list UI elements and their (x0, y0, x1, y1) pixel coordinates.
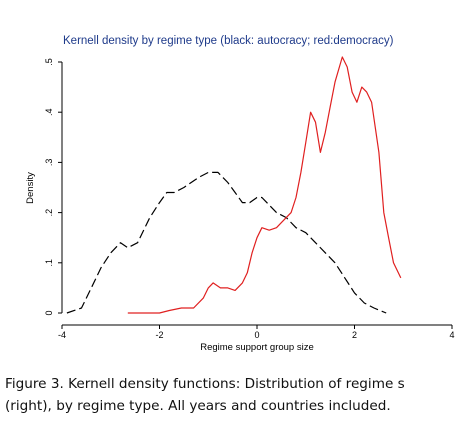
series-line-0 (66, 171, 387, 314)
caption-line-1: Figure 3. Kernell density functions: Dis… (5, 373, 465, 395)
y-tick-label: .5 (44, 58, 54, 66)
x-axis-label: Regime support group size (200, 342, 314, 353)
y-axis-ticks: .5 .4 .3 .2 .1 0 (44, 58, 62, 316)
y-tick-label: .1 (44, 259, 54, 267)
caption-line-2: (right), by regime type. All years and c… (5, 398, 391, 414)
chart-title: Kernell density by regime type (black: a… (63, 35, 394, 47)
x-tick-label: -2 (155, 330, 163, 340)
plot-series (66, 56, 402, 314)
x-tick-label: 0 (254, 330, 259, 340)
y-tick-label: 0 (44, 310, 54, 315)
x-tick-label: -4 (58, 330, 66, 340)
x-tick-label: 4 (449, 330, 454, 340)
figure-caption: Figure 3. Kernell density functions: Dis… (5, 373, 465, 417)
x-axis-ticks: -4 -2 0 2 4 (58, 325, 455, 340)
caption-line-1-text: Kernell density functions: Distribution … (68, 376, 405, 392)
y-tick-label: .3 (44, 159, 54, 167)
y-tick-label: .2 (44, 209, 54, 217)
series-line-1 (127, 56, 402, 314)
y-tick-label: .4 (44, 108, 54, 116)
x-tick-label: 2 (352, 330, 357, 340)
y-axis-label: Density (25, 172, 36, 204)
caption-figure-label: Figure 3. (5, 376, 64, 392)
